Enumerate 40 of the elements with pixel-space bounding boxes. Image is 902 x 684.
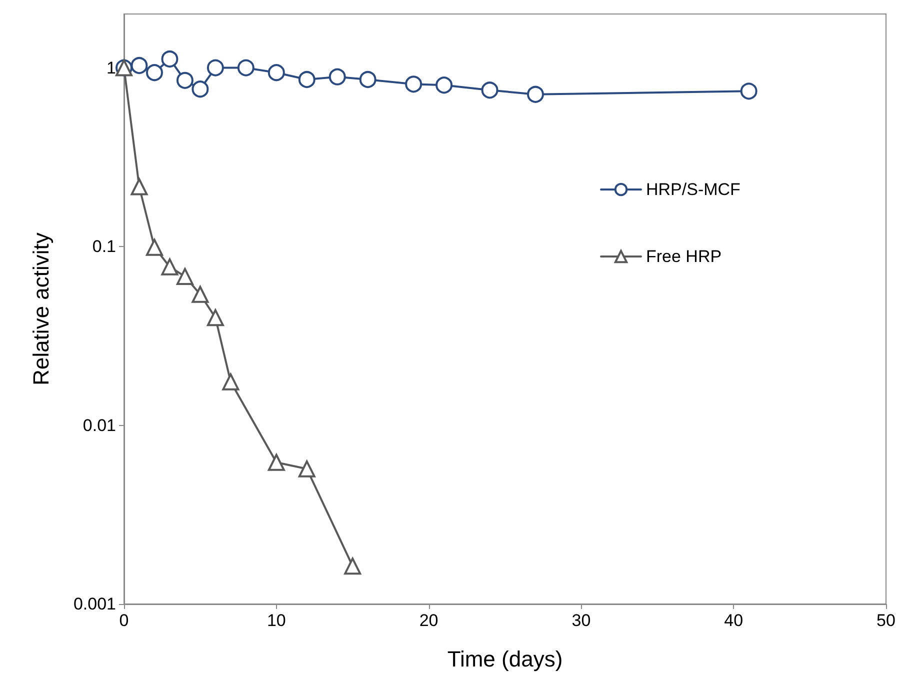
y-tick-label: 0.01 [82,416,116,435]
point [176,268,194,285]
x-tick-label: 20 [419,611,438,630]
point [130,57,148,74]
y-tick-label: 0.1 [92,237,116,256]
point [328,68,346,86]
point [146,64,163,82]
point [344,558,362,575]
y-axis-title: Relative activity [28,232,54,386]
x-tick-label: 40 [724,611,744,630]
legend-label: Free HRP [646,247,722,266]
y-tick-label: 1 [106,58,116,78]
point [192,286,209,303]
point [298,460,316,478]
y-tick-label: 0.001 [73,594,116,614]
point [740,82,758,100]
point [222,373,240,390]
point [298,71,316,88]
x-tick-label: 10 [266,611,286,630]
point [359,71,376,88]
point [206,309,224,326]
x-tick-label: 30 [572,611,591,630]
point [405,76,422,93]
x-tick-label: 50 [876,611,896,630]
point [481,82,498,99]
point [161,258,178,276]
point [130,178,148,196]
point [268,454,285,471]
x-tick-label: 0 [119,611,129,630]
point [206,59,224,76]
point [237,59,254,76]
point [526,86,544,103]
point [161,50,178,68]
point [436,76,453,94]
point [146,238,163,256]
legend-label: HRP/S-MCF [646,180,740,199]
point [176,72,194,89]
x-axis-title: Time (days) [447,646,563,672]
point [268,64,285,82]
point [192,80,209,98]
